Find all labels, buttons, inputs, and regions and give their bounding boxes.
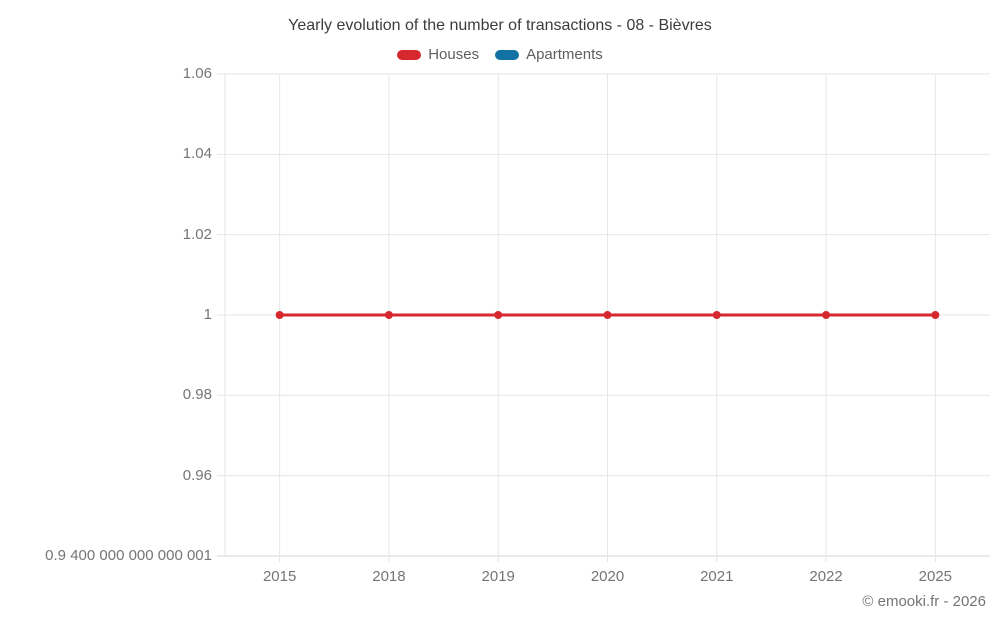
data-point-houses[interactable] [384, 311, 393, 319]
apartments-series-swatch-icon [495, 49, 520, 60]
data-point-houses[interactable] [275, 311, 284, 319]
legend-label-houses: Houses [428, 46, 480, 63]
houses-series-swatch-icon [397, 49, 422, 60]
data-point-houses[interactable] [494, 311, 503, 319]
footer-credit: © emooki.fr - 2026 [862, 593, 986, 610]
data-point-houses[interactable] [603, 311, 612, 319]
data-point-houses[interactable] [712, 311, 721, 319]
chart-title: Yearly evolution of the number of transa… [288, 17, 712, 34]
data-point-houses[interactable] [931, 311, 940, 319]
legend: Houses Apartments [0, 46, 1000, 63]
legend-label-apartments: Apartments [526, 46, 603, 63]
legend-item-houses[interactable]: Houses [397, 46, 479, 63]
data-point-houses[interactable] [822, 311, 831, 319]
legend-item-apartments[interactable]: Apartments [495, 46, 603, 63]
